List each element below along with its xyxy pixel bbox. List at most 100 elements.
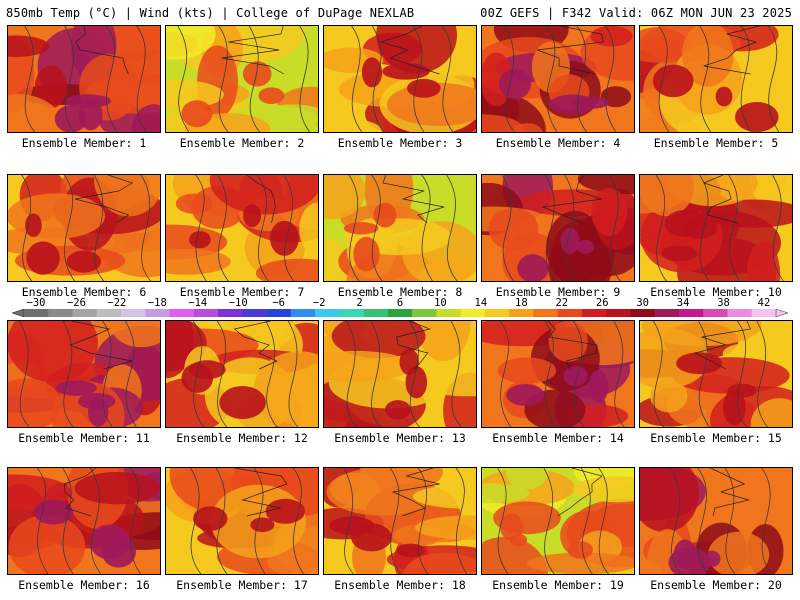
temperature-core bbox=[351, 523, 392, 552]
colorbar-swatch bbox=[72, 309, 98, 317]
colorbar-swatch bbox=[678, 309, 704, 317]
temperature-core bbox=[25, 213, 42, 238]
temperature-map bbox=[8, 468, 160, 574]
ensemble-member-label: Ensemble Member: 13 bbox=[334, 431, 466, 445]
height-contour bbox=[63, 175, 76, 281]
height-contour bbox=[652, 321, 665, 427]
colorbar-tick-label: 34 bbox=[676, 297, 690, 309]
colorbar-tick-label: −18 bbox=[147, 297, 167, 309]
coastline bbox=[246, 175, 276, 224]
height-contour bbox=[124, 321, 137, 427]
temperature-core bbox=[181, 100, 213, 128]
height-contour bbox=[408, 321, 421, 427]
temperature-region bbox=[640, 468, 699, 533]
ensemble-panel-11 bbox=[7, 320, 161, 428]
temperature-region bbox=[175, 193, 213, 214]
temperature-core bbox=[242, 61, 272, 87]
height-contour bbox=[655, 175, 668, 281]
ensemble-panel-14 bbox=[481, 320, 635, 428]
height-contour bbox=[129, 468, 142, 574]
height-contour bbox=[412, 26, 425, 132]
coastline bbox=[541, 175, 603, 224]
colorbar-swatch bbox=[581, 309, 607, 317]
temperature-map bbox=[640, 175, 792, 281]
temperature-core bbox=[652, 64, 694, 98]
temperature-region bbox=[497, 357, 557, 384]
colorbar-left-arrow bbox=[12, 309, 25, 317]
height-contour bbox=[698, 175, 711, 281]
temperature-region bbox=[8, 378, 62, 427]
height-contour bbox=[63, 26, 76, 132]
ensemble-member-label: Ensemble Member: 1 bbox=[21, 136, 147, 150]
temperature-map bbox=[324, 175, 476, 281]
colorbar-tick-label: 6 bbox=[396, 297, 404, 309]
temperature-region bbox=[166, 248, 231, 275]
colorbar-tick-label: 2 bbox=[356, 297, 363, 309]
height-contour bbox=[23, 26, 36, 132]
height-contour bbox=[417, 468, 429, 574]
temperature-core bbox=[373, 202, 397, 228]
temperature-region bbox=[701, 199, 792, 228]
temperature-region bbox=[410, 175, 462, 213]
height-contour bbox=[343, 468, 355, 574]
colorbar-swatch bbox=[193, 309, 219, 317]
temperature-core bbox=[343, 222, 379, 235]
ensemble-member-label: Ensemble Member: 14 bbox=[492, 431, 624, 445]
colorbar-swatch bbox=[48, 309, 73, 317]
height-contour bbox=[140, 175, 152, 281]
colorbar-swatch bbox=[315, 309, 340, 317]
height-contour bbox=[371, 175, 383, 281]
colorbar-tick-label: 26 bbox=[595, 297, 609, 309]
temperature-map bbox=[482, 175, 634, 281]
colorbar-tick-label: −22 bbox=[107, 297, 127, 309]
ensemble-member-label: Ensemble Member: 20 bbox=[650, 578, 782, 592]
height-contour bbox=[670, 468, 682, 574]
ensemble-panel-1 bbox=[7, 25, 161, 133]
temperature-region bbox=[412, 484, 476, 509]
temperature-region bbox=[386, 82, 476, 126]
temperature-map bbox=[166, 321, 318, 427]
height-contour bbox=[658, 26, 670, 132]
height-contour bbox=[576, 26, 588, 132]
height-contour bbox=[287, 321, 299, 427]
temperature-core bbox=[265, 498, 305, 524]
ensemble-member-label: Ensemble Member: 12 bbox=[176, 431, 308, 445]
height-contour bbox=[598, 468, 610, 574]
ensemble-panel-8 bbox=[323, 174, 477, 282]
height-contour bbox=[544, 175, 557, 281]
coastline bbox=[537, 26, 604, 75]
temperature-core bbox=[66, 250, 102, 273]
temperature-core bbox=[676, 352, 723, 375]
colorbar-swatch bbox=[242, 309, 267, 317]
temperature-core bbox=[361, 57, 383, 88]
temperature-core bbox=[189, 231, 211, 249]
temperature-core bbox=[560, 227, 580, 254]
header-left: 850mb Temp (°C) | Wind (kts) | College o… bbox=[6, 6, 415, 20]
temperature-core bbox=[385, 400, 411, 420]
temperature-core bbox=[571, 96, 610, 109]
temperature-region bbox=[402, 552, 476, 574]
temperature-core bbox=[661, 245, 698, 262]
temperature-map bbox=[482, 26, 634, 132]
colorbar-tick-label: −30 bbox=[26, 297, 46, 309]
colorbar-tick-label: −6 bbox=[272, 297, 285, 309]
temperature-core bbox=[193, 506, 228, 531]
temperature-map bbox=[8, 26, 160, 132]
temperature-region bbox=[8, 514, 86, 574]
temperature-region bbox=[682, 26, 734, 87]
coastline bbox=[547, 321, 598, 370]
ensemble-panel-12 bbox=[165, 320, 319, 428]
ensemble-panel-5 bbox=[639, 25, 793, 133]
colorbar-swatch bbox=[387, 309, 413, 317]
height-contour bbox=[248, 26, 261, 132]
temperature-core bbox=[64, 94, 112, 108]
temperature-core bbox=[500, 513, 523, 541]
coastline bbox=[710, 468, 751, 517]
ensemble-panel-19 bbox=[481, 467, 635, 575]
height-contour bbox=[345, 321, 358, 427]
height-contour bbox=[93, 175, 105, 281]
temperature-region bbox=[708, 531, 770, 574]
temperature-colorbar bbox=[12, 309, 788, 317]
colorbar-swatch bbox=[339, 309, 364, 317]
height-contour bbox=[760, 468, 773, 574]
